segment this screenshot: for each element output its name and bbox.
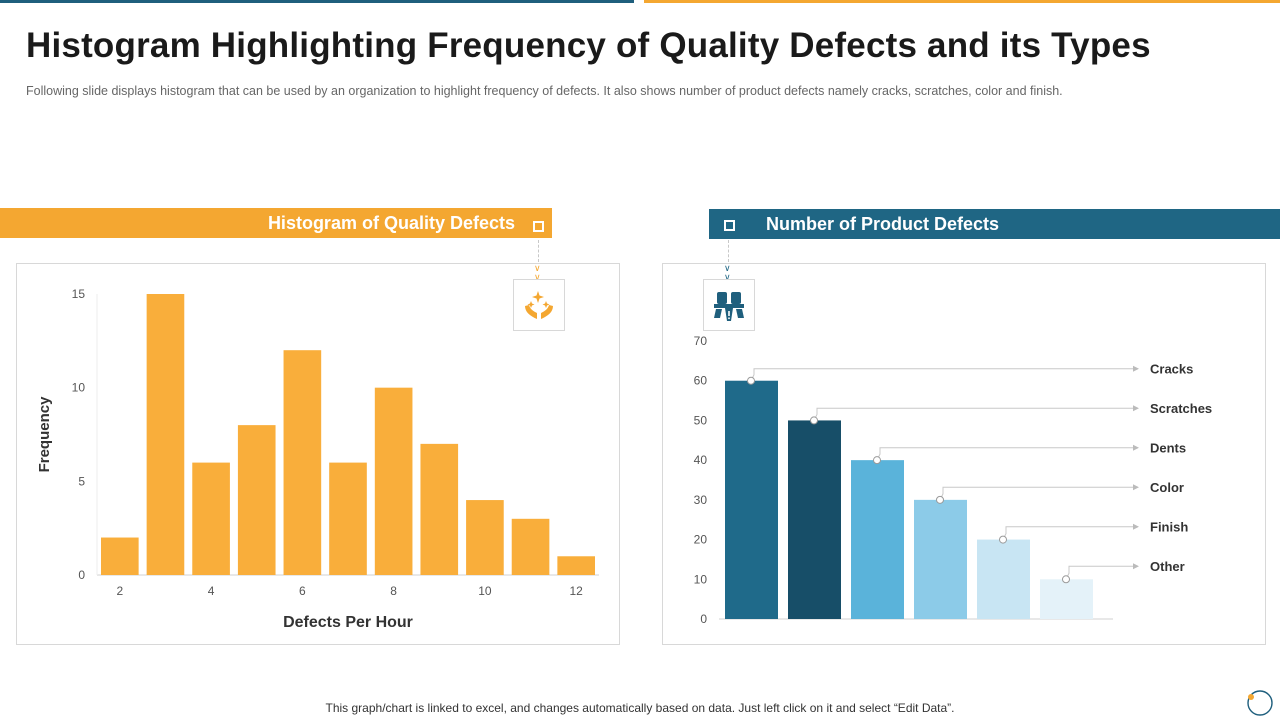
leader-arrow-icon [1133,405,1139,412]
defect-bar [788,420,841,619]
y-tick-label: 10 [694,572,708,586]
factory-warning-icon [714,292,744,321]
x-tick-label: 6 [299,584,306,598]
histogram-bar [329,462,367,575]
leader-line [876,447,1138,461]
top-accent-bar-blue [0,0,634,3]
histogram-bar [557,556,595,575]
category-label: Other [1150,559,1185,574]
page-subtitle: Following slide displays histogram that … [26,84,1063,98]
data-point-marker [810,416,818,425]
histogram-bar [374,387,413,575]
category-label: Dents [1150,441,1186,456]
histogram-bar [101,537,139,575]
y-tick-label: 40 [694,453,708,467]
leader-arrow-icon [1133,444,1139,451]
leader-line [1002,526,1138,540]
leader-arrow-icon [1133,365,1139,372]
histogram-bar [283,350,322,575]
category-label: Finish [1150,520,1188,535]
category-label: Scratches [1150,401,1212,416]
leader-arrow-icon [1133,523,1139,530]
histogram-chart[interactable]: 0 5 10 15 2 4 6 8 10 12 Defects Per Hour Frequency [17,264,619,644]
category-label: Color [1150,480,1184,495]
defects-panel: 0 10 20 30 40 50 60 70 Cracks Scratches Dents Color… [662,263,1266,645]
histogram-bar [420,443,459,575]
leader-line [939,486,1138,501]
logo-icon [1247,690,1273,716]
y-tick-label: 0 [78,568,85,582]
y-tick-label: 50 [694,413,708,427]
page-title: Histogram Highlighting Frequency of Qual… [26,26,1151,65]
connector-line [728,240,729,262]
chevron-down-icon: ∨ ∨ [724,263,731,282]
histogram-bar [146,294,185,575]
histogram-bar [237,425,276,575]
leader-line [750,368,1138,381]
connector-line [538,240,539,262]
leader-arrow-icon [1133,563,1139,570]
leader-line [1065,565,1138,580]
y-tick-label: 0 [700,612,707,626]
y-tick-label: 70 [694,334,708,348]
category-label: Cracks [1150,362,1193,377]
defect-bar [1040,579,1093,619]
data-point-marker [999,535,1007,544]
leader-line [813,407,1138,421]
leader-arrow-icon [1133,484,1139,491]
data-point-marker [747,376,755,385]
footer-note: This graph/chart is linked to excel, and… [325,701,955,715]
defect-bar [977,539,1030,619]
data-point-marker [936,495,944,504]
data-point-marker [873,456,881,465]
defects-header-title: Number of Product Defects [766,214,1000,234]
histogram-bar [466,500,504,575]
x-tick-label: 10 [478,584,492,598]
defects-header: Number of Product Defects [709,209,1280,239]
chevron-down-icon: ∨ ∨ [534,263,541,282]
histogram-header: Histogram of Quality Defects [0,208,552,238]
x-tick-label: 8 [390,584,397,598]
factory-warning-icon-box [703,279,755,331]
defect-bar [851,460,904,619]
y-tick-label: 15 [72,287,86,301]
defect-bar [914,499,967,619]
data-point-marker [1062,575,1070,584]
y-tick-label: 10 [72,381,86,395]
y-tick-label: 20 [694,533,708,547]
square-bullet-icon [724,220,735,231]
top-accent-bar-orange [644,0,1280,3]
defects-chart[interactable]: 0 10 20 30 40 50 60 70 Cracks Scratches Dents Color… [663,264,1265,644]
hands-sparkle-icon [525,291,553,319]
y-axis-title: Frequency [36,396,53,473]
histogram-bar [511,518,550,575]
histogram-header-title: Histogram of Quality Defects [267,213,515,233]
x-tick-label: 4 [208,584,215,598]
y-tick-label: 60 [694,374,708,388]
y-tick-label: 30 [694,493,708,507]
x-tick-label: 2 [116,584,123,598]
defect-bar [725,380,778,619]
x-axis-title: Defects Per Hour [283,614,413,631]
square-bullet-icon [533,221,544,232]
x-tick-label: 12 [570,584,584,598]
hands-sparkle-icon-box [513,279,565,331]
y-tick-label: 5 [78,474,85,488]
histogram-bar [192,462,230,575]
